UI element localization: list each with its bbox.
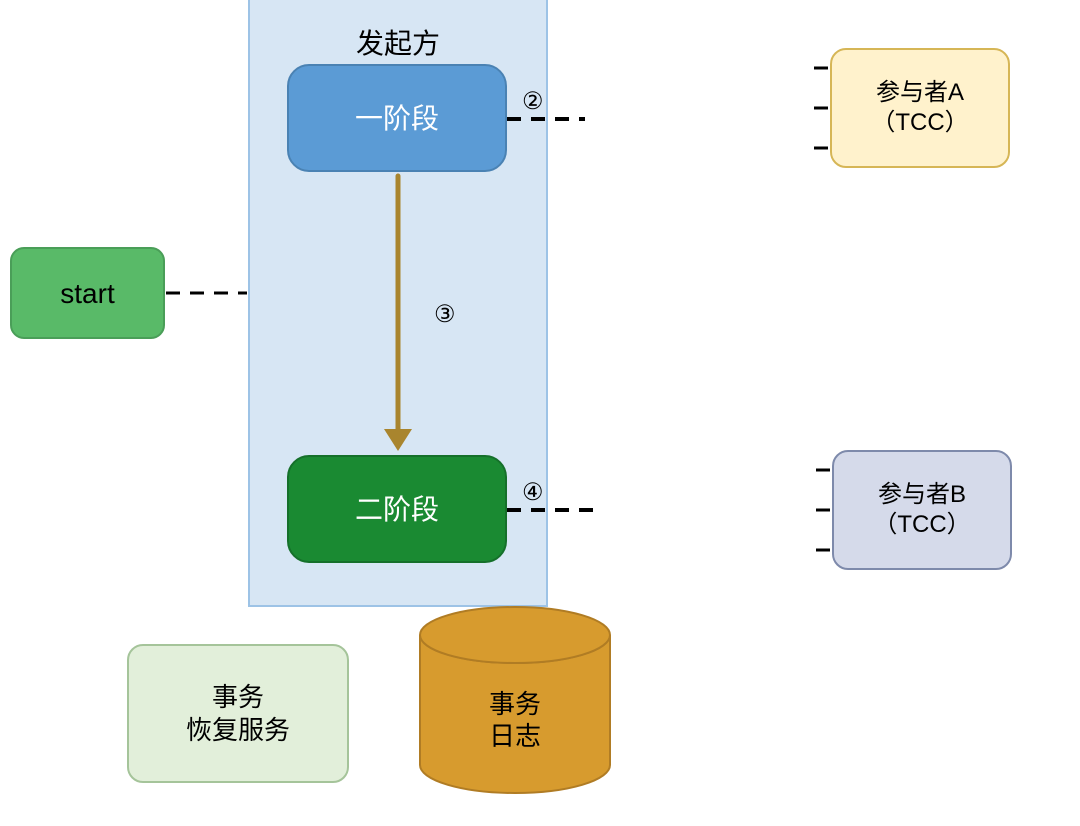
edge-label-2: ②	[522, 87, 544, 116]
initiator-title: 发起方	[248, 22, 548, 62]
participant-b-line1: 参与者B	[873, 480, 970, 510]
participant-a-line2: （TCC）	[871, 108, 968, 138]
edge-label-4: ④	[522, 478, 544, 507]
edge-label-3: ③	[434, 300, 456, 329]
phase1-node: 一阶段	[287, 64, 507, 172]
recovery-line2: 恢复服务	[186, 714, 290, 747]
phase1-label: 一阶段	[355, 101, 439, 136]
participant-b-line2: （TCC）	[873, 510, 970, 540]
phase2-label: 二阶段	[355, 492, 439, 527]
participant-a-node: 参与者A （TCC）	[830, 48, 1010, 168]
start-node: start	[10, 247, 165, 339]
transaction-log-line2: 日志	[489, 720, 541, 753]
recovery-line1: 事务	[186, 681, 290, 714]
phase2-node: 二阶段	[287, 455, 507, 563]
participant-a-line1: 参与者A	[871, 78, 968, 108]
participant-b-node: 参与者B （TCC）	[832, 450, 1012, 570]
start-label: start	[60, 276, 114, 311]
diagram-stage: 发起方 start 一阶段 二阶段 参与者A （TCC） 参与者B （TCC） …	[0, 0, 1080, 826]
recovery-service-node: 事务 恢复服务	[127, 644, 349, 783]
transaction-log-label: 事务 日志	[420, 669, 610, 771]
transaction-log-line1: 事务	[489, 688, 541, 721]
